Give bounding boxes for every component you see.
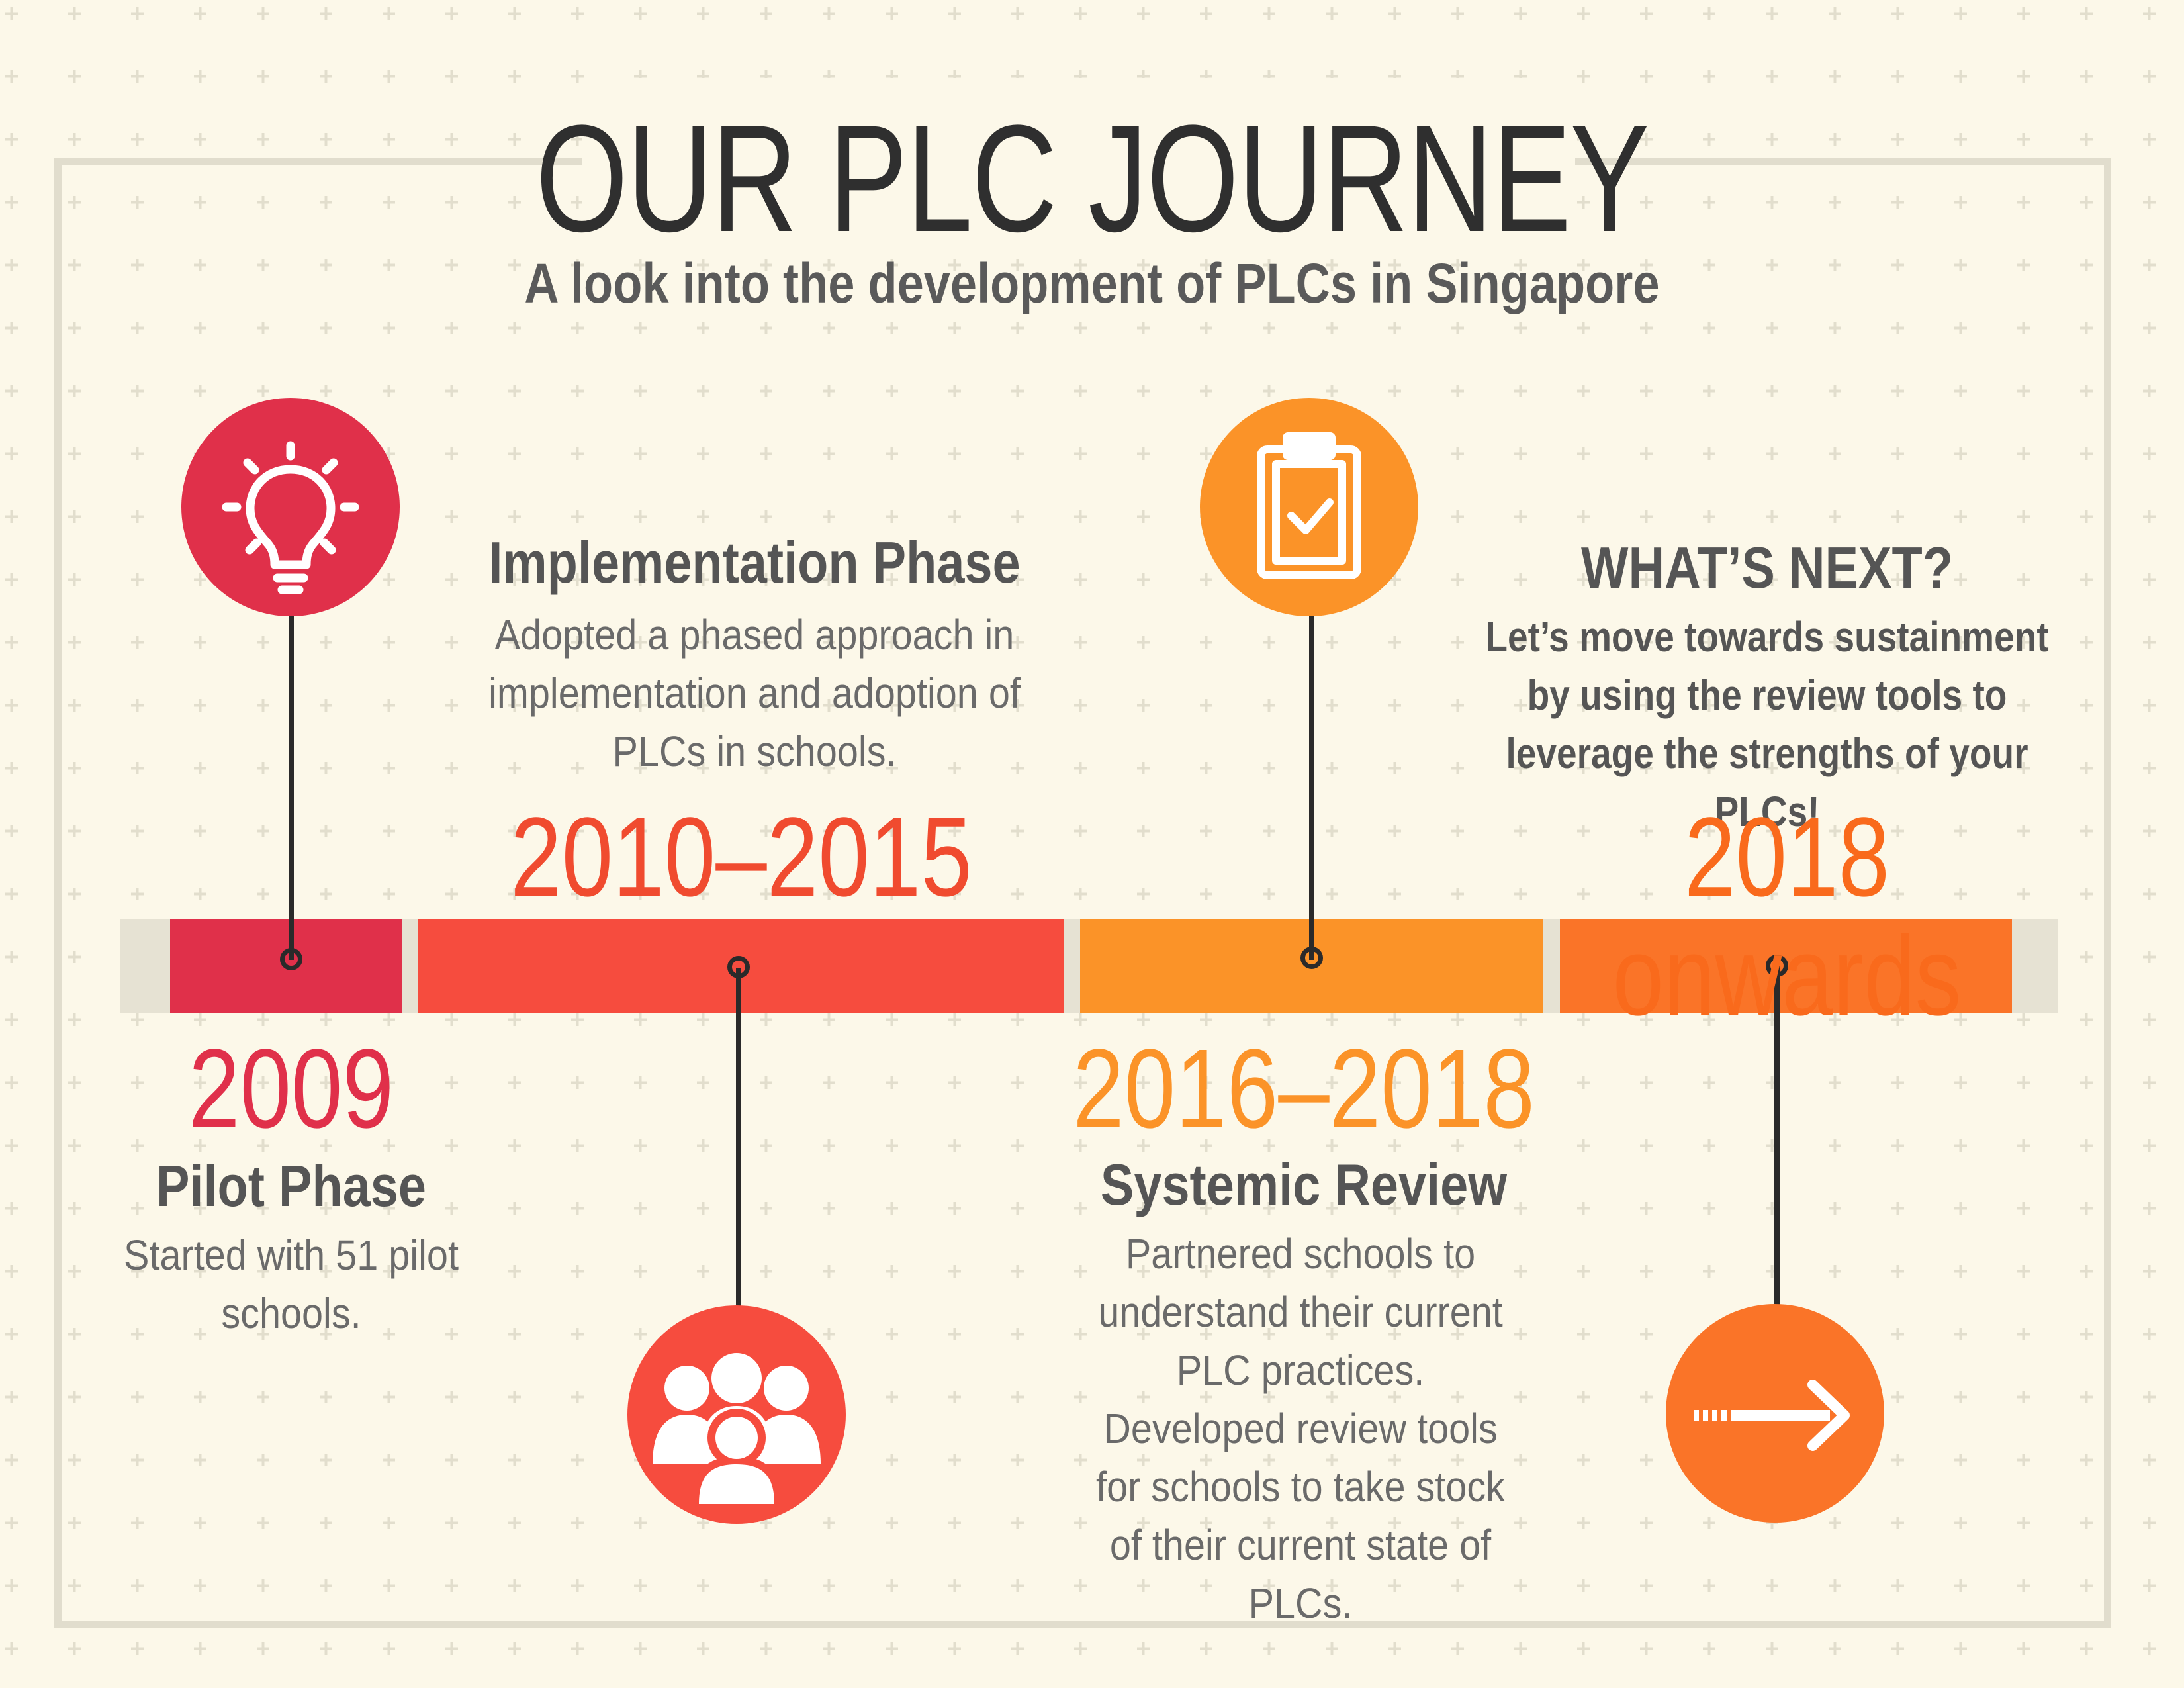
connector-dot-implementation <box>727 956 750 978</box>
connector-implementation <box>736 968 741 1312</box>
phase-title-implementation: Implementation Phase <box>488 530 1021 595</box>
title-backdrop <box>582 78 1575 257</box>
year-implementation: 2010–2015 <box>510 794 972 920</box>
phase-desc-pilot: Started with 51 pilot schools. <box>124 1231 459 1337</box>
group-icon <box>653 1353 821 1511</box>
page-subtitle: A look into the development of PLCs in S… <box>524 252 1660 314</box>
connector-dot-review <box>1300 947 1323 969</box>
year-pilot: 2009 <box>188 1026 394 1152</box>
clipboard-check-icon <box>1257 432 1361 579</box>
phase-title-pilot: Pilot Phase <box>156 1153 426 1219</box>
phase-title-review: Systemic Review <box>1100 1152 1508 1217</box>
connector-next <box>1774 966 1780 1311</box>
connector-dot-next <box>1766 955 1788 977</box>
connector-dot-pilot <box>280 948 302 970</box>
connector-pilot <box>289 616 294 960</box>
year-next: 2018 onwards <box>1612 794 1962 1039</box>
lightbulb-icon <box>222 441 359 594</box>
arrow-right-icon <box>1694 1380 1850 1451</box>
year-review: 2016–2018 <box>1073 1026 1535 1152</box>
connector-review <box>1309 616 1314 960</box>
phase-desc-next: Let’s move towards sustainment by using … <box>1485 613 2049 835</box>
page-title: OUR PLC JOURNEY <box>535 93 1649 263</box>
phase-desc-implementation: Adopted a phased approach in implementat… <box>488 611 1021 775</box>
phase-title-next: WHAT’S NEXT? <box>1581 535 1953 600</box>
phase-icon-review <box>1200 398 1418 616</box>
phase-icon-implementation <box>627 1305 846 1524</box>
phase-icon-next <box>1666 1304 1884 1523</box>
phase-icon-pilot <box>181 398 400 616</box>
phase-desc-review: Partnered schools to understand their cu… <box>1096 1230 1505 1627</box>
